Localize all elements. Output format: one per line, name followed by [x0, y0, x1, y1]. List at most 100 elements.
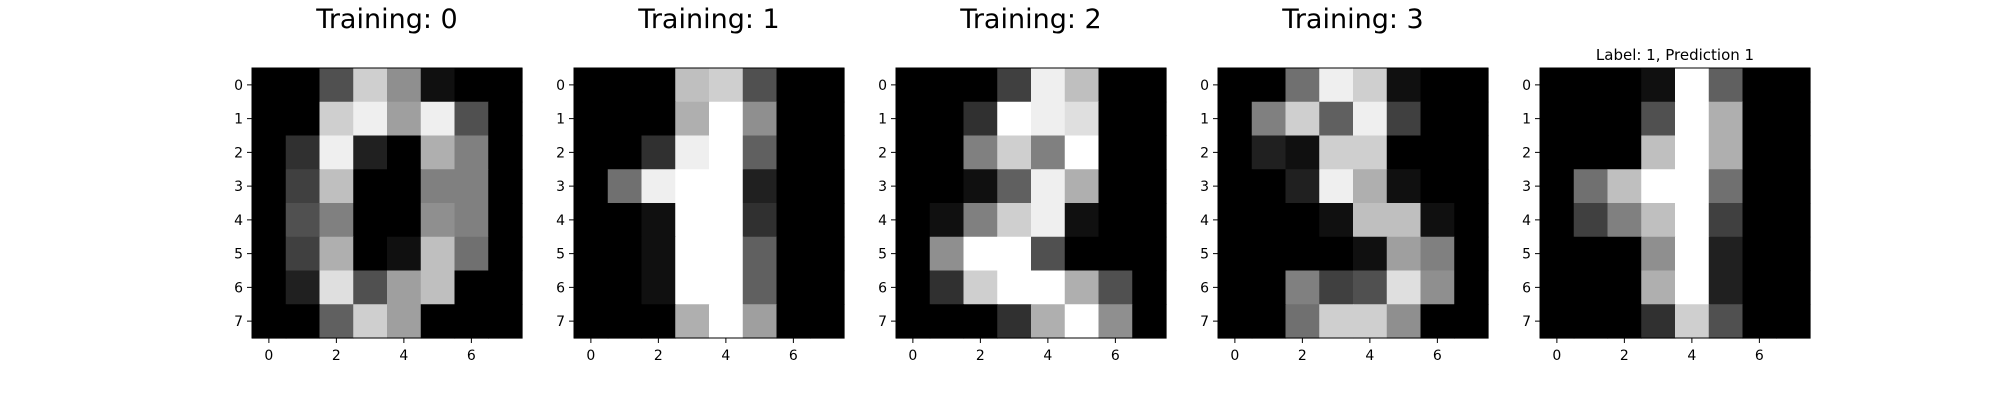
x-tick-label: 2 — [1298, 348, 1307, 364]
pixel-cell — [353, 101, 388, 137]
pixel-cell — [252, 135, 287, 170]
pixel-cell — [1098, 203, 1133, 238]
pixel-cell — [1031, 101, 1066, 137]
x-tick-label: 0 — [586, 348, 595, 364]
pixel-cell — [488, 135, 523, 170]
pixel-cell — [1540, 304, 1575, 339]
pixel-cell — [454, 68, 489, 103]
pixel-cell — [1319, 304, 1354, 339]
y-tick-label: 0 — [234, 78, 243, 94]
pixel-cell — [1573, 101, 1609, 137]
y-tick-label: 5 — [556, 247, 565, 263]
pixel-cell — [1031, 68, 1066, 103]
pixel-cell — [353, 203, 388, 238]
pixel-cell — [1218, 68, 1253, 103]
y-tick-label: 0 — [556, 78, 565, 94]
pixel-cell — [1573, 169, 1609, 204]
pixel-cell — [488, 236, 523, 272]
pixel-cell — [607, 169, 643, 204]
pixel-cell — [1251, 135, 1287, 170]
pixel-cell — [1607, 169, 1642, 204]
pixel-cell — [709, 203, 744, 238]
pixel-cell — [1675, 169, 1710, 204]
y-tick-label: 2 — [1522, 145, 1531, 161]
pixel-cell — [1607, 270, 1642, 305]
pixel-cell — [1353, 203, 1388, 238]
pixel-cell — [1607, 135, 1642, 170]
pixel-cell — [641, 135, 676, 170]
x-tick-label: 2 — [332, 348, 341, 364]
y-tick-label: 1 — [556, 112, 565, 128]
pixel-cell — [1031, 135, 1066, 170]
pixel-cell — [1285, 236, 1320, 272]
pixel-cell — [285, 304, 321, 339]
pixel-cell — [1420, 68, 1455, 103]
pixel-cell — [1098, 135, 1133, 170]
pixel-cell — [1776, 236, 1811, 272]
pixel-cell — [319, 135, 354, 170]
pixel-cell — [1064, 169, 1100, 204]
panel-title: Label: 1, Prediction 1 — [1596, 46, 1754, 64]
digit-panel-3: Training: 3 0 1 2 3 4 5 6 7 0 2 4 6 — [1200, 4, 1489, 364]
pixel-cell — [454, 169, 489, 204]
pixel-cell — [929, 68, 965, 103]
pixel-cell — [1540, 236, 1575, 272]
pixel-cell — [607, 304, 643, 339]
pixel-cell — [1776, 68, 1811, 103]
pixel-cell — [353, 304, 388, 339]
pixel-cell — [1675, 270, 1710, 305]
x-tick-label: 0 — [908, 348, 917, 364]
y-tick-label: 5 — [234, 247, 243, 263]
x-tick-label: 0 — [264, 348, 273, 364]
pixel-cell — [1319, 203, 1354, 238]
pixel-cell — [1031, 270, 1066, 305]
pixel-cell — [1420, 270, 1455, 305]
pixel-cell — [1251, 101, 1287, 137]
y-tick-label: 0 — [1200, 78, 1209, 94]
pixel-cell — [1353, 101, 1388, 137]
pixel-cell — [574, 304, 609, 339]
pixel-cell — [420, 68, 456, 103]
pixel-cell — [1454, 304, 1489, 339]
pixel-cell — [1641, 304, 1676, 339]
pixel-cell — [1454, 101, 1489, 137]
pixel-cell — [641, 270, 676, 305]
pixel-cell — [675, 203, 710, 238]
pixel-cell — [420, 169, 456, 204]
pixel-cell — [1708, 68, 1744, 103]
pixel-cell — [1742, 68, 1777, 103]
y-tick-label: 3 — [1522, 179, 1531, 195]
pixel-cell — [387, 203, 422, 238]
y-tick-label: 6 — [878, 280, 887, 296]
x-tick-label: 4 — [399, 348, 408, 364]
pixel-cell — [488, 169, 523, 204]
axes-frame — [251, 67, 523, 339]
pixel-cell — [1319, 101, 1354, 137]
pixel-cell — [319, 236, 354, 272]
pixel-cell — [742, 236, 778, 272]
pixel-cell — [1675, 135, 1710, 170]
pixel-cell — [1098, 304, 1133, 339]
pixel-cell — [1064, 68, 1100, 103]
pixel-cell — [420, 270, 456, 305]
pixel-cell — [319, 270, 354, 305]
pixel-cell — [963, 68, 998, 103]
pixel-cell — [252, 304, 287, 339]
pixel-cell — [776, 135, 811, 170]
pixel-cell — [1353, 135, 1388, 170]
pixel-cell — [896, 203, 931, 238]
y-tick-label: 2 — [234, 145, 243, 161]
pixel-cell — [963, 270, 998, 305]
pixel-cell — [1454, 270, 1489, 305]
pixel-cell — [1319, 169, 1354, 204]
pixel-cell — [1285, 101, 1320, 137]
pixel-cell — [1319, 236, 1354, 272]
y-tick-label: 2 — [1200, 145, 1209, 161]
pixel-cell — [641, 304, 676, 339]
pixel-cell — [387, 135, 422, 170]
pixel-cell — [1641, 270, 1676, 305]
pixel-cell — [810, 304, 845, 339]
pixel-cell — [1708, 304, 1744, 339]
y-tick-label: 3 — [556, 179, 565, 195]
pixel-cell — [252, 101, 287, 137]
